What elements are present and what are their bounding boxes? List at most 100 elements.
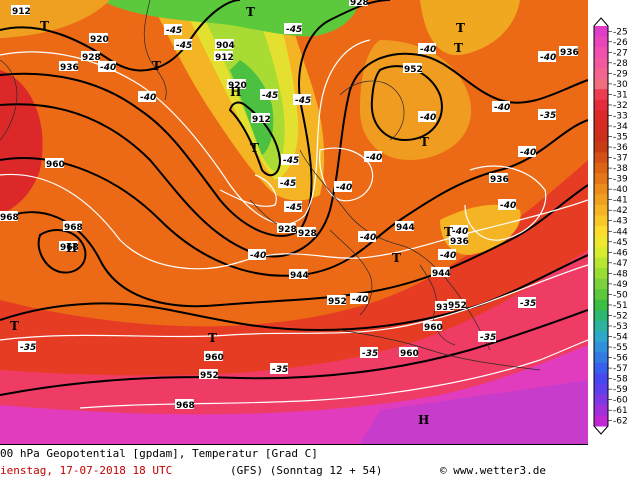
gh-label: 928 xyxy=(298,229,317,239)
gh-label: 920 xyxy=(90,35,109,45)
legend-swatch xyxy=(594,257,608,269)
low-pressure-marker: T xyxy=(152,59,161,73)
gh-label: 920 xyxy=(228,81,247,91)
gh-label-bg xyxy=(489,173,508,183)
gh-label: 960 xyxy=(205,353,224,363)
legend-label: -37 xyxy=(613,154,628,164)
gh-label-bg xyxy=(227,79,246,89)
legend-swatch xyxy=(594,68,608,80)
legend-swatch xyxy=(594,215,608,227)
legend-swatch xyxy=(594,110,608,122)
gh-label-bg xyxy=(175,399,194,409)
gh-label-bg xyxy=(297,227,316,237)
legend-label: -35 xyxy=(613,133,628,143)
temp-label: -40 xyxy=(420,113,436,123)
legend-label: -54 xyxy=(613,333,628,343)
legend-label: -41 xyxy=(613,196,628,206)
gh-label-bg xyxy=(45,158,64,168)
legend-swatch xyxy=(594,236,608,248)
temp-label: -40 xyxy=(420,45,436,55)
legend-swatch xyxy=(594,120,608,132)
legend-label: -43 xyxy=(613,217,628,227)
legend-swatch xyxy=(594,162,608,174)
temp-label: -45 xyxy=(283,156,299,166)
gh-label: 928 xyxy=(278,225,297,235)
footer-model: (GFS) (Sonntag 12 + 54) xyxy=(230,464,383,477)
legend-label: -38 xyxy=(613,164,628,174)
legend-label: -48 xyxy=(613,269,628,279)
gh-label: 912 xyxy=(215,53,234,63)
isotherm-35 xyxy=(0,264,588,341)
gh-label-bg xyxy=(399,347,418,357)
temp-label-bg xyxy=(138,91,156,102)
legend-label: -34 xyxy=(613,122,628,132)
temp-label-bg xyxy=(174,39,192,50)
temp-label-bg xyxy=(438,249,456,260)
legend-label: -47 xyxy=(613,259,628,269)
contour-912 xyxy=(0,0,241,72)
low-pressure-marker: T xyxy=(456,21,465,35)
legend-label: -52 xyxy=(613,311,628,321)
temp-label-bg xyxy=(450,225,468,236)
temp-label-bg xyxy=(518,297,536,308)
legend-swatch xyxy=(594,78,608,90)
temp-label-bg xyxy=(18,341,36,352)
low-pressure-marker: T xyxy=(246,5,255,19)
legend-swatch xyxy=(594,310,608,322)
legend-swatch xyxy=(594,352,608,364)
coast-europe xyxy=(299,149,491,351)
coast-africa xyxy=(339,329,541,371)
low-pressure-marker: T xyxy=(40,19,49,33)
low-pressure-marker: T xyxy=(392,251,401,265)
temp-label: -35 xyxy=(272,365,288,375)
legend-swatch xyxy=(594,278,608,290)
temp-label: -45 xyxy=(166,26,182,36)
temp-label: -40 xyxy=(250,251,266,261)
gh-label-bg xyxy=(0,211,18,221)
gh-label-bg xyxy=(403,63,422,73)
legend-swatch xyxy=(594,289,608,301)
coast-canada xyxy=(0,59,18,141)
gh-label: 936 xyxy=(436,303,455,313)
gh-label-bg xyxy=(277,223,296,233)
temp-label: -40 xyxy=(520,148,536,158)
temp-label-bg xyxy=(260,89,278,100)
temp-label: -35 xyxy=(520,299,536,309)
gh-label-bg xyxy=(11,5,30,15)
legend-swatch xyxy=(594,173,608,185)
temp-label: -35 xyxy=(362,349,378,359)
temp-label: -40 xyxy=(500,201,516,211)
legend-swatch xyxy=(594,57,608,69)
low-pressure-marker: T xyxy=(250,141,259,155)
legend-label: -30 xyxy=(613,80,628,90)
gh-label-bg xyxy=(395,221,414,231)
temp-label-bg xyxy=(492,101,510,112)
high-pressure-marker: H xyxy=(66,241,77,255)
legend-label: -49 xyxy=(613,280,628,290)
gh-label: 952 xyxy=(328,297,347,307)
temp-label: -40 xyxy=(360,233,376,243)
temp-label: -45 xyxy=(295,96,311,106)
low-pressure-marker: T xyxy=(420,135,429,149)
gh-label: 968 xyxy=(0,213,19,223)
legend-frame xyxy=(593,17,609,435)
legend-label: -40 xyxy=(613,185,628,195)
low-pressure-marker: T xyxy=(444,225,453,239)
temp-label: -45 xyxy=(280,179,296,189)
gh-label-bg xyxy=(59,61,78,71)
temp-label: -40 xyxy=(452,227,468,237)
temp-label: -40 xyxy=(540,53,556,63)
temp-label-bg xyxy=(478,331,496,342)
temp-label: -40 xyxy=(352,295,368,305)
temp-label-bg xyxy=(350,293,368,304)
gh-label-bg xyxy=(327,295,346,305)
legend-label: -44 xyxy=(613,227,628,237)
coastlines xyxy=(0,0,541,371)
legend-swatch xyxy=(594,226,608,238)
legend-label: -57 xyxy=(613,364,628,374)
gh-label-bg xyxy=(204,351,223,361)
temp-label-bg xyxy=(278,177,296,188)
legend-label: -36 xyxy=(613,143,628,153)
gh-label: 912 xyxy=(12,7,31,17)
legend-swatch xyxy=(594,383,608,395)
